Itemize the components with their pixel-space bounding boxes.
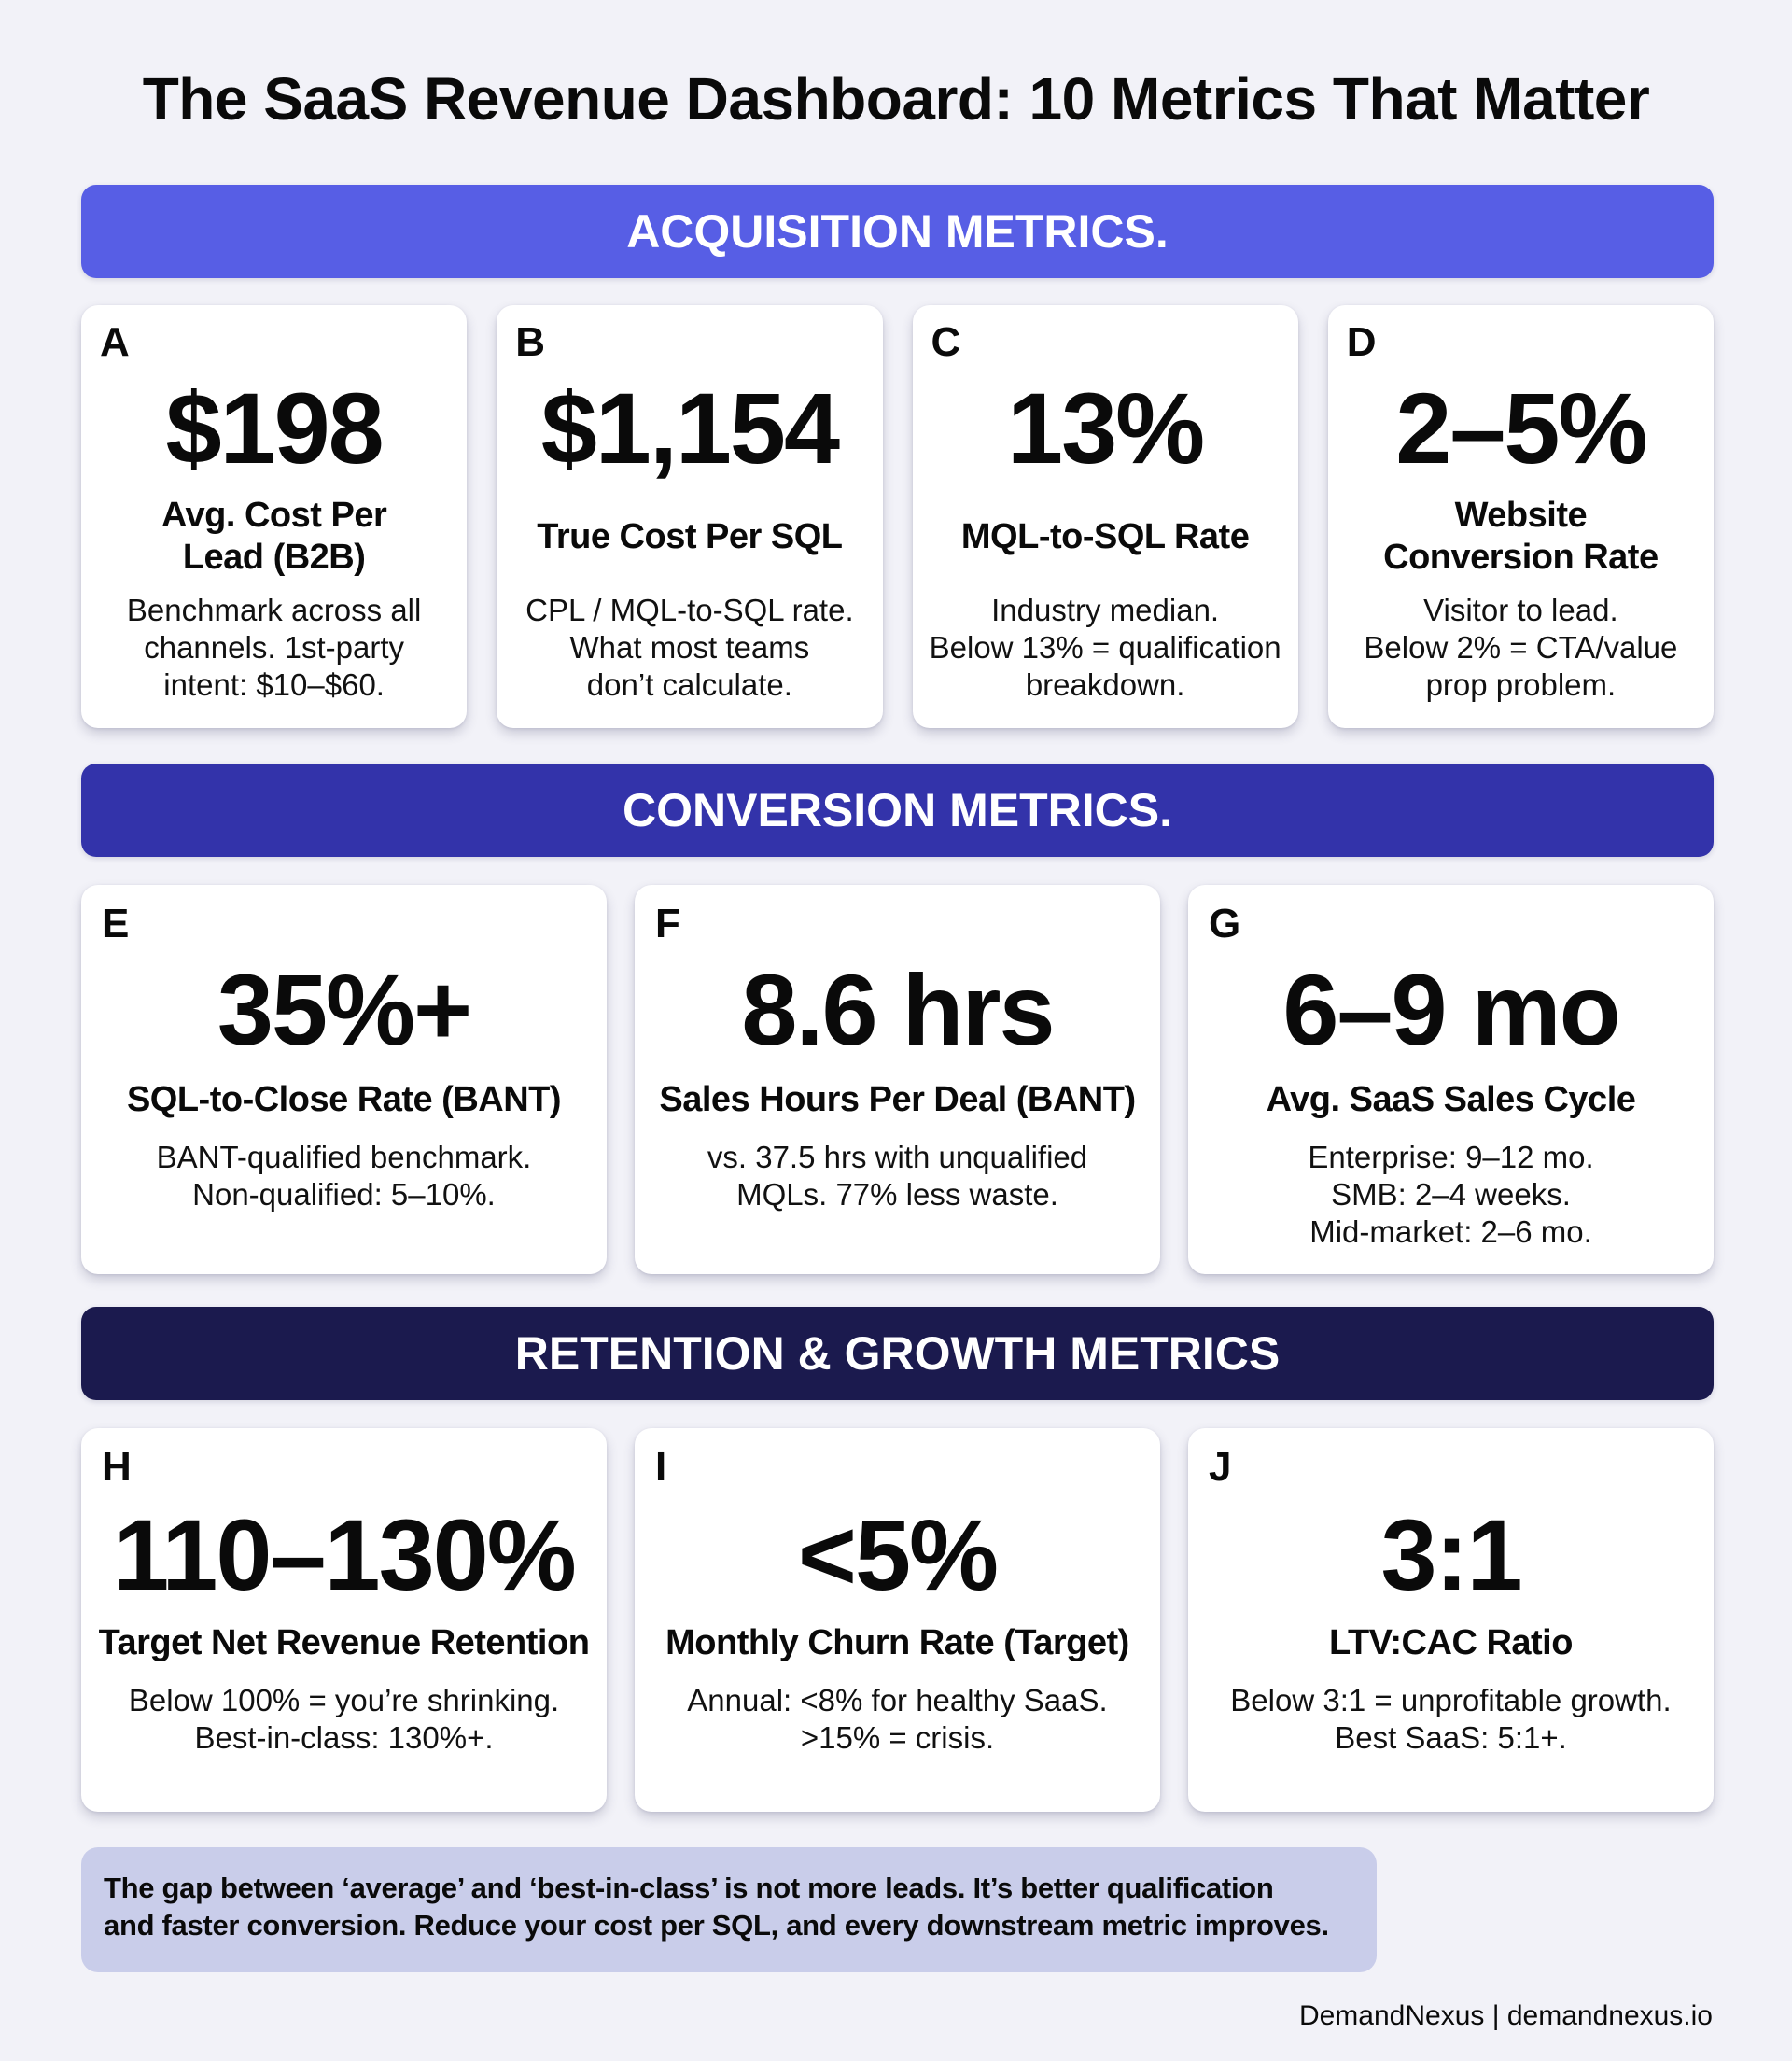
metric-label: Avg. Cost Per Lead (B2B) [91,492,457,582]
metric-value: 2–5% [1395,372,1647,484]
metric-label: Target Net Revenue Retention [98,1623,590,1662]
metric-description: Industry median. Below 13% = qualificati… [929,593,1281,702]
metric-description: CPL / MQL-to-SQL rate. What most teams d… [525,593,854,702]
metric-card-c: C 13% MQL-to-SQL Rate Industry median. B… [912,305,1298,728]
metric-label: MQL-to-SQL Rate [922,492,1289,582]
metric-value: $198 [165,372,384,484]
metric-card-j: J 3:1 LTV:CAC Ratio Below 3:1 = unprofit… [1188,1428,1714,1812]
metric-label-text: True Cost Per SQL [537,516,843,556]
acquisition-metrics-row: A $198 Avg. Cost Per Lead (B2B) Benchmar… [81,305,1714,728]
metric-label: Avg. SaaS Sales Cycle [1266,1080,1636,1119]
card-letter: B [515,319,546,365]
metric-label: Website Conversion Rate [1337,492,1704,582]
metric-card-h: H 110–130% Target Net Revenue Retention … [81,1428,607,1812]
card-letter: A [100,319,130,365]
metric-description: BANT-qualified benchmark. Non-qualified:… [156,1140,532,1212]
metric-label: SQL-to-Close Rate (BANT) [126,1080,562,1119]
metric-value: <5% [797,1498,999,1611]
card-letter: J [1209,1444,1232,1490]
card-letter: I [655,1444,667,1490]
metric-description: Enterprise: 9–12 mo. SMB: 2–4 weeks. Mid… [1308,1140,1594,1249]
metric-label-text: Website Conversion Rate [1383,496,1659,577]
conversion-metrics-row: E 35%+ SQL-to-Close Rate (BANT) BANT-qua… [81,885,1714,1274]
metric-label: Sales Hours Per Deal (BANT) [659,1080,1136,1119]
metric-description: Annual: <8% for healthy SaaS. >15% = cri… [687,1683,1108,1755]
metric-value: 35%+ [217,953,472,1066]
metric-card-e: E 35%+ SQL-to-Close Rate (BANT) BANT-qua… [81,885,607,1274]
metric-description: Below 100% = you’re shrinking. Best-in-c… [128,1683,560,1755]
section-title: ACQUISITION METRICS. [626,205,1169,258]
metric-label-text: Avg. Cost Per Lead (B2B) [161,496,387,577]
metric-card-f: F 8.6 hrs Sales Hours Per Deal (BANT) vs… [635,885,1160,1274]
card-letter: C [931,319,961,365]
metric-label: LTV:CAC Ratio [1329,1623,1573,1662]
retention-metrics-row: H 110–130% Target Net Revenue Retention … [81,1428,1714,1812]
page-title: The SaaS Revenue Dashboard: 10 Metrics T… [142,65,1650,133]
card-letter: D [1346,319,1377,365]
section-header-retention-growth: RETENTION & GROWTH METRICS [81,1307,1714,1400]
metric-value: 3:1 [1380,1498,1522,1611]
metric-description: Benchmark across all channels. 1st-party… [126,593,422,702]
metric-value: 13% [1007,372,1205,484]
section-header-acquisition: ACQUISITION METRICS. [81,185,1714,278]
metric-value: 8.6 hrs [741,953,1055,1066]
summary-callout: The gap between ‘average’ and ‘best-in-c… [81,1847,1377,1972]
card-letter: H [102,1444,132,1490]
card-letter: F [655,901,680,946]
metric-value: 6–9 mo [1282,953,1620,1066]
metric-value: 110–130% [113,1498,577,1611]
metric-card-a: A $198 Avg. Cost Per Lead (B2B) Benchmar… [81,305,468,728]
metric-label: Monthly Churn Rate (Target) [665,1623,1129,1662]
card-letter: G [1209,901,1241,946]
metric-label-text: MQL-to-SQL Rate [960,516,1250,556]
metric-value: $1,154 [540,372,840,484]
metric-label: True Cost Per SQL [506,492,873,582]
card-letter: E [102,901,130,946]
metric-card-d: D 2–5% Website Conversion Rate Visitor t… [1327,305,1714,728]
metric-description: vs. 37.5 hrs with unqualified MQLs. 77% … [707,1140,1088,1212]
metric-description: Visitor to lead. Below 2% = CTA/value pr… [1364,593,1678,702]
section-title: CONVERSION METRICS. [623,784,1172,836]
section-header-conversion: CONVERSION METRICS. [81,764,1714,857]
metric-description: Below 3:1 = unprofitable growth. Best Sa… [1230,1683,1672,1755]
section-title: RETENTION & GROWTH METRICS [514,1327,1281,1380]
footer-credit: DemandNexus | demandnexus.io [1298,2000,1713,2031]
metric-card-i: I <5% Monthly Churn Rate (Target) Annual… [635,1428,1160,1812]
metric-card-b: B $1,154 True Cost Per SQL CPL / MQL-to-… [497,305,883,728]
metric-card-g: G 6–9 mo Avg. SaaS Sales Cycle Enterpris… [1188,885,1714,1274]
